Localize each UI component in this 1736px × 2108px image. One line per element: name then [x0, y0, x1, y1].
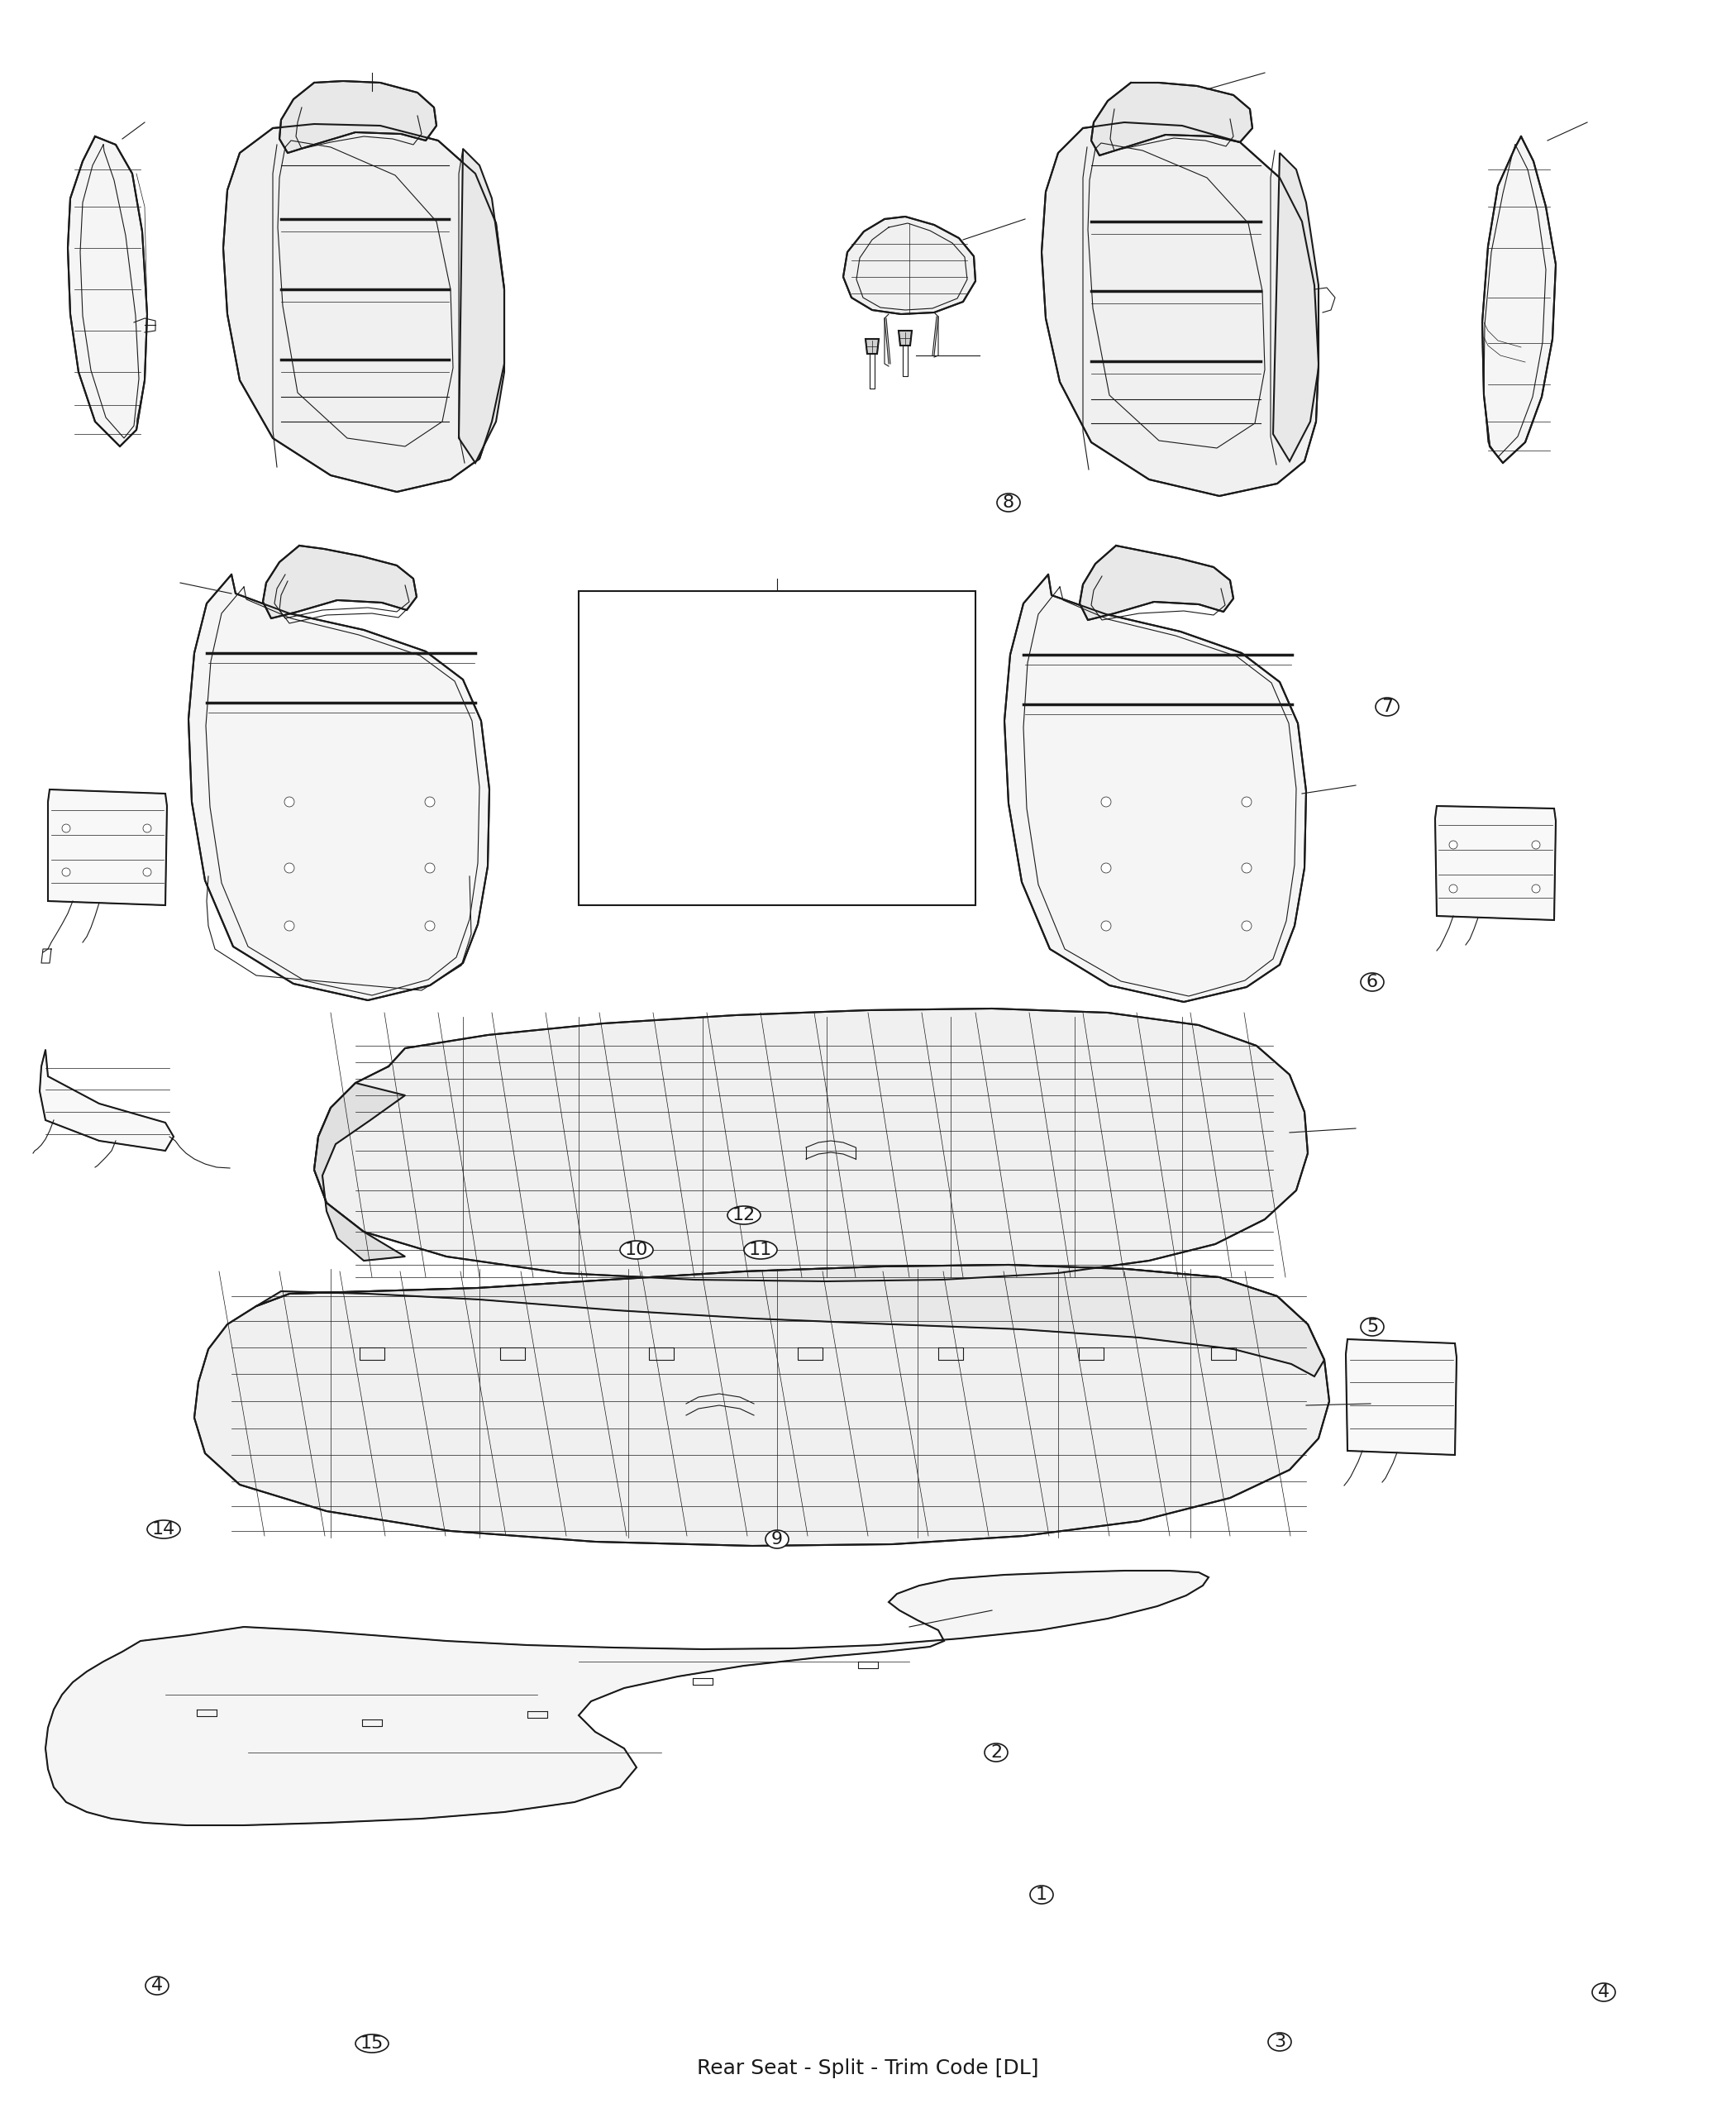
Polygon shape: [1042, 122, 1319, 495]
Circle shape: [425, 921, 434, 932]
Circle shape: [1101, 862, 1111, 873]
Circle shape: [1241, 921, 1252, 932]
Text: 4: 4: [151, 1977, 163, 1994]
Circle shape: [1450, 885, 1458, 894]
Polygon shape: [1436, 805, 1555, 919]
Polygon shape: [899, 331, 911, 346]
Circle shape: [285, 921, 295, 932]
Ellipse shape: [620, 1242, 653, 1258]
Text: 2: 2: [990, 1743, 1002, 1760]
Polygon shape: [262, 546, 417, 618]
Polygon shape: [1272, 154, 1319, 462]
Polygon shape: [49, 790, 167, 904]
Circle shape: [62, 868, 69, 877]
Circle shape: [425, 797, 434, 807]
Text: 10: 10: [625, 1242, 648, 1258]
Text: Rear Seat - Split - Trim Code [DL]: Rear Seat - Split - Trim Code [DL]: [698, 2057, 1038, 2078]
Text: 14: 14: [153, 1522, 175, 1537]
Bar: [578, 590, 976, 904]
Circle shape: [1101, 797, 1111, 807]
Polygon shape: [1345, 1339, 1457, 1455]
Text: 4: 4: [1597, 1984, 1609, 2000]
Ellipse shape: [1375, 698, 1399, 717]
Circle shape: [62, 824, 69, 833]
Text: 7: 7: [1382, 698, 1392, 715]
Polygon shape: [279, 80, 436, 154]
Polygon shape: [1080, 546, 1233, 620]
Polygon shape: [257, 1265, 1325, 1377]
Text: 8: 8: [1003, 495, 1014, 510]
Circle shape: [285, 862, 295, 873]
Circle shape: [142, 868, 151, 877]
Polygon shape: [866, 339, 878, 354]
Polygon shape: [590, 649, 901, 824]
Polygon shape: [314, 1008, 1307, 1282]
Polygon shape: [844, 217, 976, 314]
Text: 12: 12: [733, 1208, 755, 1223]
Polygon shape: [1483, 137, 1555, 464]
Text: 15: 15: [361, 2034, 384, 2051]
Text: 6: 6: [1366, 974, 1378, 991]
Circle shape: [1531, 885, 1540, 894]
Ellipse shape: [1267, 2032, 1292, 2051]
Ellipse shape: [146, 1977, 168, 1994]
Circle shape: [1101, 921, 1111, 932]
Text: 11: 11: [748, 1242, 773, 1258]
Polygon shape: [458, 150, 503, 464]
Circle shape: [142, 824, 151, 833]
Ellipse shape: [745, 1242, 778, 1258]
Polygon shape: [314, 1084, 404, 1261]
Ellipse shape: [1029, 1887, 1054, 1904]
Circle shape: [425, 862, 434, 873]
Polygon shape: [194, 1265, 1330, 1545]
Polygon shape: [40, 1050, 174, 1151]
Polygon shape: [45, 1570, 1208, 1826]
Ellipse shape: [356, 2034, 389, 2053]
Polygon shape: [1092, 82, 1252, 156]
Circle shape: [1450, 841, 1458, 850]
Text: 9: 9: [771, 1530, 783, 1547]
Text: 1: 1: [1036, 1887, 1047, 1904]
Text: 3: 3: [1274, 2034, 1286, 2051]
Ellipse shape: [984, 1743, 1007, 1762]
Text: 5: 5: [1366, 1318, 1378, 1334]
Polygon shape: [189, 575, 490, 1001]
Ellipse shape: [996, 493, 1021, 512]
Circle shape: [285, 797, 295, 807]
Circle shape: [1531, 841, 1540, 850]
Polygon shape: [68, 137, 148, 447]
Polygon shape: [224, 124, 503, 491]
Circle shape: [1241, 862, 1252, 873]
Ellipse shape: [727, 1206, 760, 1225]
Ellipse shape: [1361, 974, 1384, 991]
Ellipse shape: [1592, 1984, 1614, 2000]
Ellipse shape: [148, 1520, 181, 1539]
Circle shape: [1241, 797, 1252, 807]
Ellipse shape: [766, 1530, 788, 1549]
Ellipse shape: [1361, 1318, 1384, 1336]
Polygon shape: [1005, 575, 1305, 1001]
